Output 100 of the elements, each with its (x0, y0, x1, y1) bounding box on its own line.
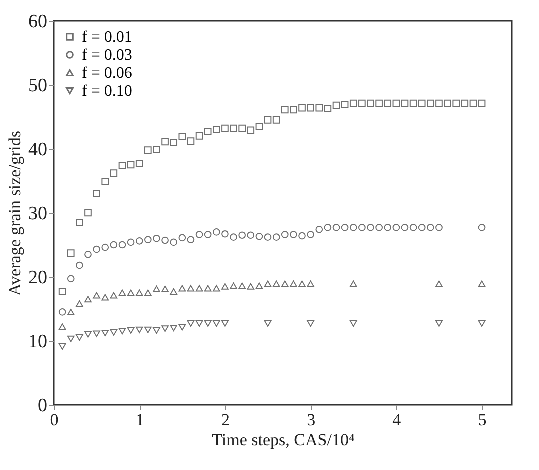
point (290, 231, 298, 238)
point (110, 241, 118, 249)
point (247, 283, 255, 290)
point (136, 160, 144, 168)
point (461, 100, 469, 108)
point (290, 280, 298, 288)
point (118, 328, 126, 335)
point (401, 224, 409, 232)
point (153, 286, 160, 292)
point (470, 100, 478, 108)
y-tick-label: 0 (38, 396, 48, 416)
legend-label: f = 0.01 (82, 29, 132, 46)
point (153, 234, 160, 242)
point (264, 280, 272, 288)
x-tick-label: 5 (478, 410, 487, 430)
point (102, 244, 110, 252)
point (84, 331, 92, 338)
point (222, 283, 229, 290)
point (478, 320, 486, 327)
point (93, 330, 100, 338)
point (153, 146, 160, 154)
point (401, 100, 409, 108)
point (170, 138, 178, 146)
point (178, 234, 186, 242)
point (110, 170, 118, 177)
point (93, 246, 100, 254)
y-tick-label: 40 (28, 140, 48, 160)
point (178, 133, 186, 141)
point (144, 236, 152, 244)
point (264, 320, 272, 327)
point (76, 262, 84, 270)
point (350, 320, 358, 327)
point (272, 234, 280, 241)
point (264, 116, 272, 124)
point (196, 132, 204, 140)
point (84, 250, 92, 258)
x-tick-label: 0 (50, 410, 59, 430)
point (212, 126, 220, 134)
point (418, 224, 426, 232)
legend-label: f = 0.03 (82, 47, 132, 64)
point (170, 238, 178, 246)
point (350, 280, 358, 288)
point (67, 336, 75, 342)
point (230, 234, 238, 241)
point (247, 232, 255, 240)
point (256, 282, 264, 290)
point (76, 218, 84, 226)
point (444, 100, 452, 108)
point (204, 320, 212, 327)
point (272, 116, 280, 124)
point (144, 326, 152, 334)
point (67, 308, 75, 316)
point (307, 231, 314, 238)
point (436, 100, 443, 108)
point (93, 190, 100, 198)
point (298, 104, 306, 112)
point (212, 285, 220, 292)
point (58, 288, 66, 296)
point (376, 224, 383, 232)
point (238, 124, 246, 132)
point (118, 162, 126, 170)
point (256, 233, 264, 240)
x-tick-label: 4 (392, 410, 402, 430)
point (298, 280, 306, 288)
point (256, 122, 264, 130)
point (196, 231, 204, 238)
point (230, 282, 238, 290)
point (204, 231, 212, 238)
y-tick-label: 50 (28, 76, 48, 96)
point (84, 296, 92, 303)
x-axis-title: Time steps, CAS/10⁴ (212, 430, 355, 450)
point (264, 234, 272, 241)
point (102, 294, 110, 301)
x-tick-label: 1 (136, 410, 144, 430)
point (178, 324, 186, 331)
point (436, 320, 443, 327)
point (187, 138, 195, 145)
point (436, 224, 443, 232)
point (196, 320, 204, 327)
point (162, 236, 169, 244)
point (478, 100, 486, 108)
point (127, 328, 135, 334)
point (187, 236, 195, 244)
point (136, 238, 144, 245)
point (341, 224, 349, 232)
point (76, 334, 84, 342)
point (290, 106, 298, 114)
point (272, 280, 280, 288)
point (316, 226, 324, 234)
point (427, 100, 434, 108)
legend-label: f = 0.06 (82, 65, 132, 82)
point (384, 224, 392, 232)
point (212, 320, 220, 327)
point (110, 292, 118, 299)
point (341, 101, 349, 109)
point (384, 100, 392, 108)
point (478, 224, 486, 232)
point (162, 286, 169, 292)
point (332, 102, 340, 110)
point (230, 124, 238, 132)
